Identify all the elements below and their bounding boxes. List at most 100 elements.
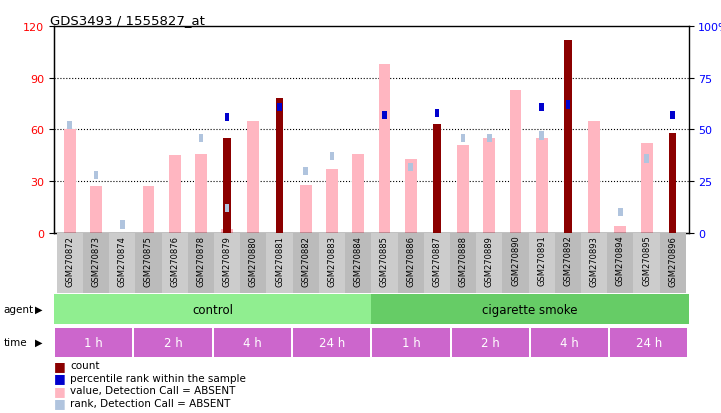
Bar [510,90,521,233]
Text: GSM270895: GSM270895 [642,235,651,286]
Text: ■: ■ [54,359,66,372]
Bar [424,233,450,293]
Bar [55,328,133,357]
Bar [277,103,282,112]
Bar [618,209,623,217]
Text: GSM270878: GSM270878 [196,235,205,286]
Bar [669,133,676,233]
Bar [134,328,212,357]
Bar [224,139,231,233]
Text: 4 h: 4 h [560,336,579,349]
Bar [276,99,283,233]
Bar [195,154,207,233]
Bar [671,112,675,120]
Bar [240,233,267,293]
Bar [68,122,72,130]
Text: 24 h: 24 h [636,336,662,349]
Bar [293,328,371,357]
Bar [408,163,413,171]
Bar [539,132,544,140]
Bar [136,233,162,293]
Bar [581,233,607,293]
Bar [610,328,688,357]
Text: 1 h: 1 h [402,336,420,349]
Bar [397,233,424,293]
Bar [213,328,291,357]
Bar [451,328,529,357]
Bar [143,187,154,233]
Bar [607,233,634,293]
Bar [565,101,570,109]
Text: 24 h: 24 h [319,336,345,349]
Text: 1 h: 1 h [84,336,103,349]
Bar [90,187,102,233]
Bar [162,233,187,293]
Text: rank, Detection Call = ABSENT: rank, Detection Call = ABSENT [70,398,230,408]
Bar [353,154,364,233]
Bar [304,167,308,176]
Text: GSM270894: GSM270894 [616,235,625,286]
Text: time: time [4,337,27,347]
Text: GSM270880: GSM270880 [249,235,258,286]
Text: GSM270893: GSM270893 [590,235,598,286]
Text: ■: ■ [54,396,66,409]
Text: 2 h: 2 h [164,336,182,349]
Text: GSM270896: GSM270896 [668,235,677,286]
Bar [94,171,98,180]
Bar [531,328,609,357]
Bar [634,233,660,293]
Text: GSM270884: GSM270884 [354,235,363,286]
Bar [329,153,335,161]
Bar [461,134,466,142]
Bar [371,294,689,324]
Text: GSM270882: GSM270882 [301,235,310,286]
Bar [450,233,476,293]
Text: count: count [70,361,99,370]
Text: GSM270891: GSM270891 [537,235,547,286]
Bar [267,233,293,293]
Bar [487,134,492,142]
Text: GSM270881: GSM270881 [275,235,284,286]
Bar [483,139,495,233]
Bar [565,40,572,233]
Bar [641,144,653,233]
Bar [345,233,371,293]
Bar [503,233,528,293]
Text: GDS3493 / 1555827_at: GDS3493 / 1555827_at [50,14,205,27]
Bar [214,233,240,293]
Bar [555,233,581,293]
Text: GSM270883: GSM270883 [327,235,337,286]
Bar [57,233,83,293]
Text: control: control [193,303,233,316]
Bar [536,139,548,233]
Bar [382,112,386,120]
Bar [528,233,555,293]
Text: ■: ■ [54,371,66,385]
Bar [83,233,109,293]
Text: GSM270890: GSM270890 [511,235,520,286]
Text: value, Detection Call = ABSENT: value, Detection Call = ABSENT [70,385,235,395]
Text: GSM270886: GSM270886 [406,235,415,286]
Bar [300,185,311,233]
Bar [476,233,503,293]
Text: GSM270872: GSM270872 [66,235,74,286]
Bar [225,204,229,213]
Bar [64,130,76,233]
Bar [54,294,371,324]
Bar [372,328,450,357]
Text: GSM270892: GSM270892 [563,235,572,286]
Text: cigarette smoke: cigarette smoke [482,303,578,316]
Text: ▶: ▶ [35,304,42,314]
Bar [169,156,180,233]
Bar [120,221,125,229]
Text: GSM270889: GSM270889 [485,235,494,286]
Bar [614,226,627,233]
Bar [187,233,214,293]
Bar [326,170,338,233]
Bar [319,233,345,293]
Bar [433,125,441,233]
Text: ▶: ▶ [35,337,42,347]
Bar [221,230,233,233]
Text: percentile rank within the sample: percentile rank within the sample [70,373,246,383]
Bar [404,159,417,233]
